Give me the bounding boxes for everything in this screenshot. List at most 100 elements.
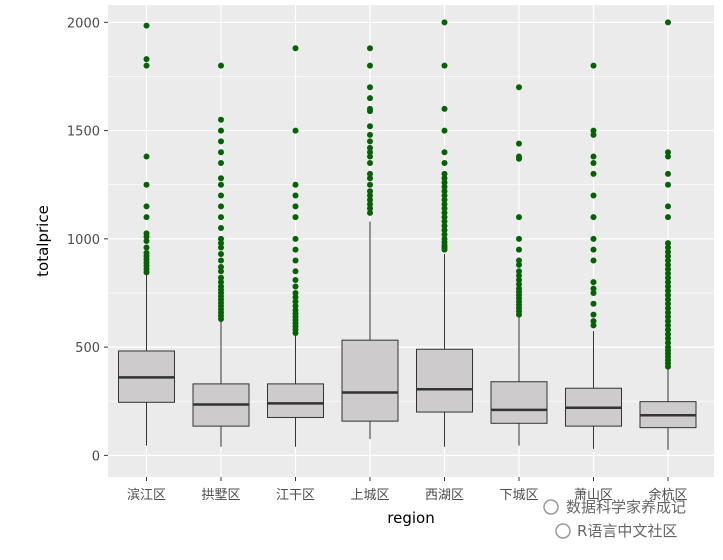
outlier-point <box>367 196 373 203</box>
outlier-point <box>590 160 597 167</box>
outlier-point <box>665 244 671 251</box>
box-4 <box>341 45 399 440</box>
outlier-point <box>590 257 597 264</box>
outlier-point <box>441 170 448 177</box>
outlier-point <box>367 181 373 188</box>
outlier-point <box>218 257 224 264</box>
outlier-point <box>143 249 150 256</box>
outlier-point <box>441 196 448 203</box>
outlier-point <box>665 248 671 255</box>
outlier-point <box>665 257 671 264</box>
outlier-point <box>516 268 522 275</box>
outlier-point <box>292 289 299 296</box>
outlier-point <box>292 257 299 264</box>
outlier-point <box>218 138 224 145</box>
outlier-point <box>218 274 224 281</box>
x-tick-label: 西湖区 <box>425 488 464 503</box>
outlier-point <box>590 311 597 318</box>
outlier-point <box>367 188 373 195</box>
outlier-point <box>367 201 373 208</box>
outlier-point <box>143 238 150 244</box>
outlier-point <box>590 318 597 325</box>
x-tick-label: 萧山区 <box>574 488 613 503</box>
outlier-point <box>516 281 522 288</box>
outlier-point <box>367 160 373 167</box>
outlier-point <box>218 244 224 251</box>
outlier-point <box>516 272 522 279</box>
outlier-point <box>590 214 597 221</box>
outlier-point <box>367 105 373 112</box>
outlier-point <box>665 283 671 290</box>
y-tick-label: 0 <box>92 449 100 464</box>
outlier-point <box>218 149 224 156</box>
box-6 <box>490 84 548 446</box>
outlier-point <box>441 179 448 186</box>
watermark: 数据科学家养成记 R语言中文社区 <box>543 498 686 540</box>
outlier-point <box>516 261 522 268</box>
outlier-point <box>143 230 150 237</box>
outlier-point <box>218 279 224 286</box>
outlier-point <box>441 160 448 167</box>
outlier-point <box>367 175 373 182</box>
outlier-point <box>665 266 671 273</box>
outlier-point <box>218 263 224 270</box>
outlier-point <box>143 214 150 221</box>
outlier-point <box>292 302 299 309</box>
outlier-point <box>218 283 224 290</box>
outlier-point <box>590 300 597 307</box>
x-axis-title: region <box>387 509 434 527</box>
outlier-point <box>665 313 671 320</box>
outlier-point <box>292 181 299 188</box>
outlier-point <box>665 335 671 342</box>
outlier-point <box>665 170 671 177</box>
outlier-point <box>143 22 150 29</box>
outlier-point <box>292 268 299 275</box>
x-tick-label: 余杭区 <box>648 487 687 503</box>
outlier-point <box>665 203 671 210</box>
outlier-point <box>590 235 597 242</box>
y-tick-label: 1000 <box>67 233 100 248</box>
outlier-point <box>292 246 299 253</box>
outlier-point <box>665 331 671 338</box>
outlier-point <box>441 149 448 156</box>
outlier-point <box>218 203 224 210</box>
outlier-point <box>367 138 373 145</box>
outlier-point <box>367 153 373 160</box>
outlier-point <box>367 170 373 177</box>
outlier-point <box>441 218 448 225</box>
outlier-point <box>218 175 224 182</box>
outlier-point <box>590 289 597 296</box>
outlier-point <box>218 127 224 134</box>
outlier-point <box>441 188 448 195</box>
x-tick-label: 滨江区 <box>127 487 166 503</box>
outlier-point <box>590 62 597 69</box>
outlier-point <box>143 62 150 69</box>
x-tick-label: 上城区 <box>350 488 389 503</box>
outlier-point <box>367 144 373 151</box>
outlier-point <box>441 209 448 216</box>
outlier-point <box>143 203 150 210</box>
outlier-point <box>590 285 597 292</box>
outlier-point <box>218 268 224 275</box>
y-tick-label: 1500 <box>67 125 100 140</box>
outlier-point <box>441 222 448 229</box>
box-1 <box>118 22 175 446</box>
box-series <box>118 19 697 450</box>
outlier-point <box>665 19 671 26</box>
outlier-point <box>516 214 522 221</box>
outlier-point <box>590 131 597 138</box>
outlier-point <box>441 183 448 190</box>
outlier-point <box>441 127 448 134</box>
outlier-point <box>292 192 299 199</box>
x-tick-labels: 滨江区 拱墅区 江干区 上城区 西湖区 下城区 萧山区 余杭区 <box>127 477 688 503</box>
outlier-point <box>665 274 671 281</box>
outlier-point <box>665 326 671 333</box>
outlier-point <box>665 253 671 260</box>
outlier-point <box>292 127 299 134</box>
outlier-point <box>665 309 671 316</box>
outlier-point <box>665 261 671 268</box>
outlier-point <box>218 192 224 199</box>
outlier-point <box>367 84 373 91</box>
watermark-line2: R语言中文社区 <box>577 522 677 540</box>
